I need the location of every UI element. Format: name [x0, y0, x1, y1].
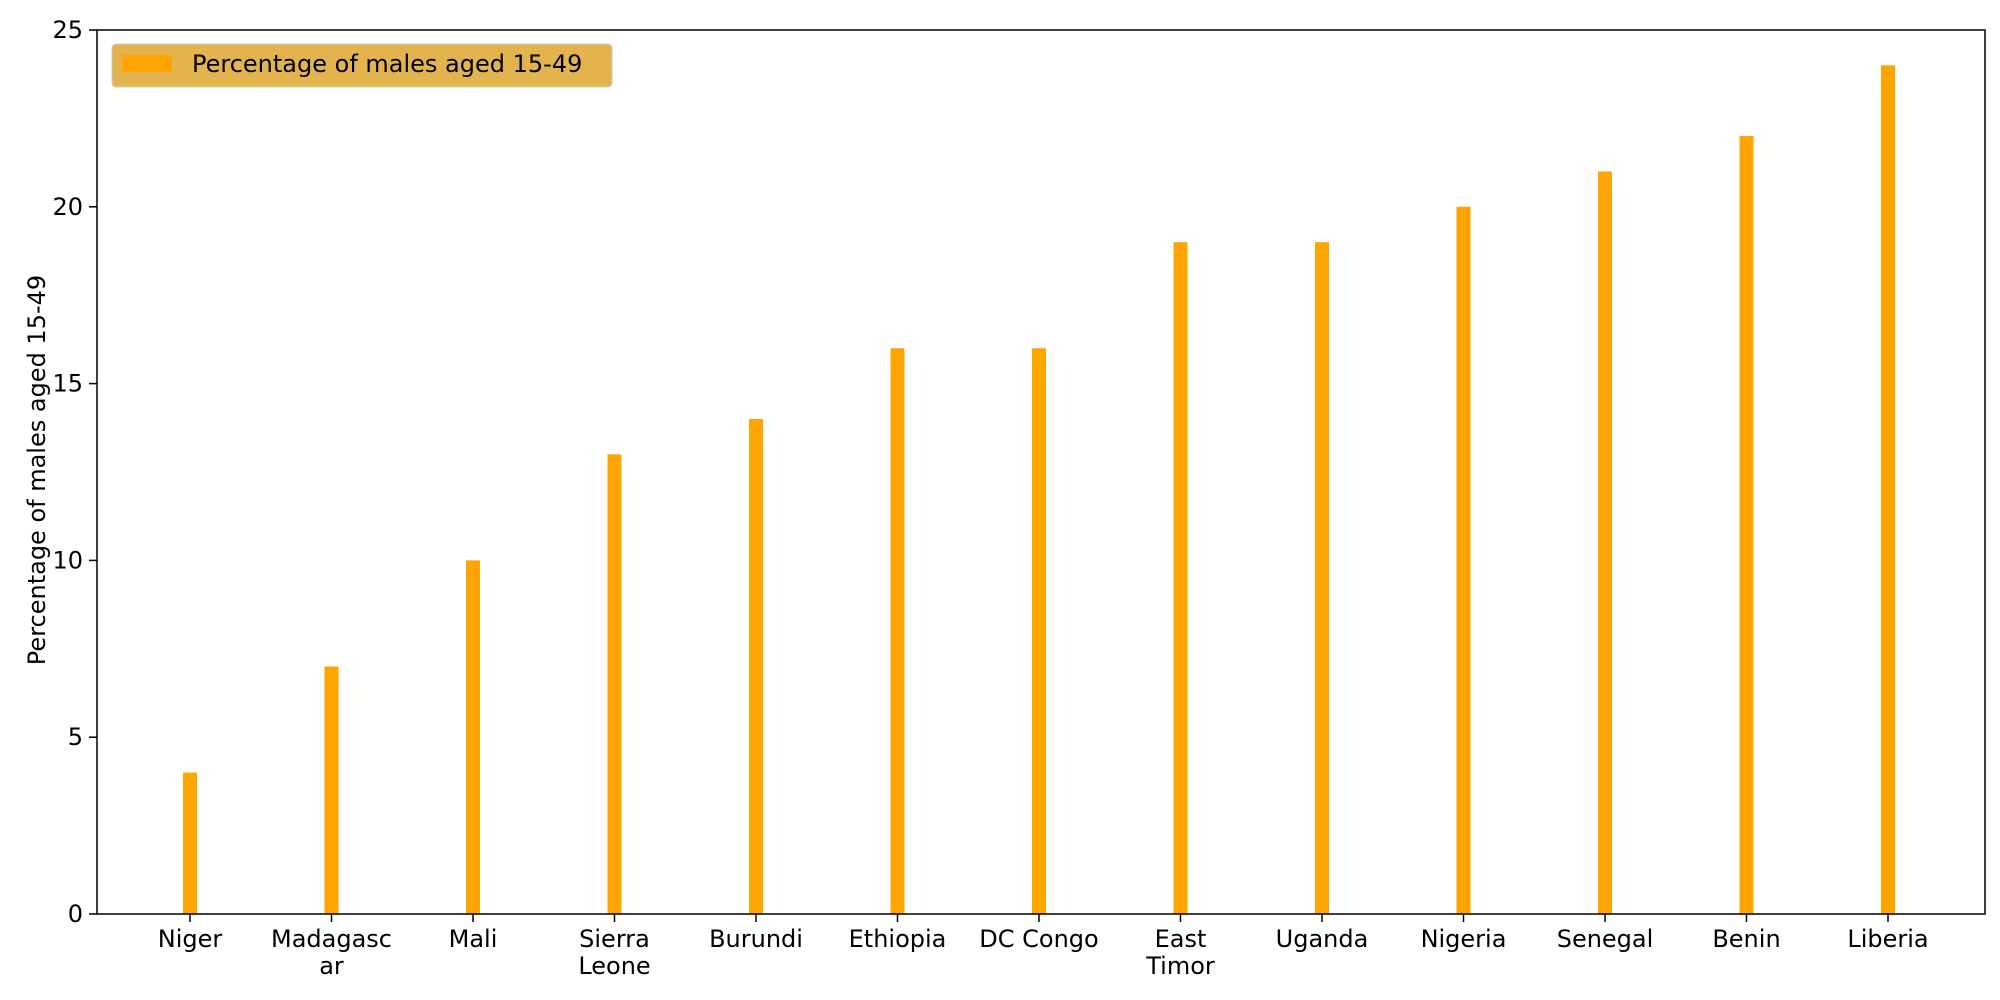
legend-entry-label: Percentage of males aged 15-49	[192, 50, 582, 78]
x-tick-label: Liberia	[1847, 925, 1928, 953]
x-tick-label: Ethiopia	[849, 925, 947, 953]
bar	[1881, 65, 1895, 915]
y-tick-label: 20	[52, 193, 83, 221]
x-tick-label: Sierra Leone	[578, 925, 650, 980]
bar	[1739, 136, 1754, 914]
x-tick-label: Burundi	[709, 925, 803, 953]
bar	[749, 418, 763, 914]
legend: Percentage of males aged 15-49	[111, 43, 613, 88]
x-tick-label: Madagasc ar	[271, 925, 392, 980]
bar	[183, 772, 197, 914]
legend-box	[111, 43, 613, 88]
bar	[1598, 171, 1612, 914]
bar	[1032, 348, 1046, 914]
x-tick-label: Nigeria	[1421, 925, 1507, 953]
x-tick-label: DC Congo	[979, 925, 1098, 953]
x-tick-label: Mali	[449, 925, 498, 953]
x-tick-label: Benin	[1712, 925, 1780, 953]
y-tick-label: 5	[68, 723, 83, 751]
y-tick-label: 15	[52, 370, 83, 398]
bar	[1315, 242, 1329, 914]
y-tick-label: 0	[68, 900, 83, 928]
bar	[1456, 206, 1471, 915]
x-tick-label: Niger	[158, 925, 223, 953]
bar	[890, 348, 905, 914]
bar	[466, 560, 480, 914]
bar	[1173, 242, 1188, 914]
bar	[607, 454, 622, 914]
x-tick-label: East Timor	[1145, 925, 1215, 980]
x-tick-label: Senegal	[1557, 925, 1654, 953]
y-axis-label: Percentage of males aged 15-49	[23, 275, 51, 665]
bar	[324, 666, 339, 914]
y-tick-label: 10	[52, 546, 83, 574]
plot-area-frame	[96, 29, 1986, 915]
legend-swatch	[122, 55, 172, 72]
x-tick-label: Uganda	[1276, 925, 1369, 953]
y-tick-label: 25	[52, 16, 83, 44]
